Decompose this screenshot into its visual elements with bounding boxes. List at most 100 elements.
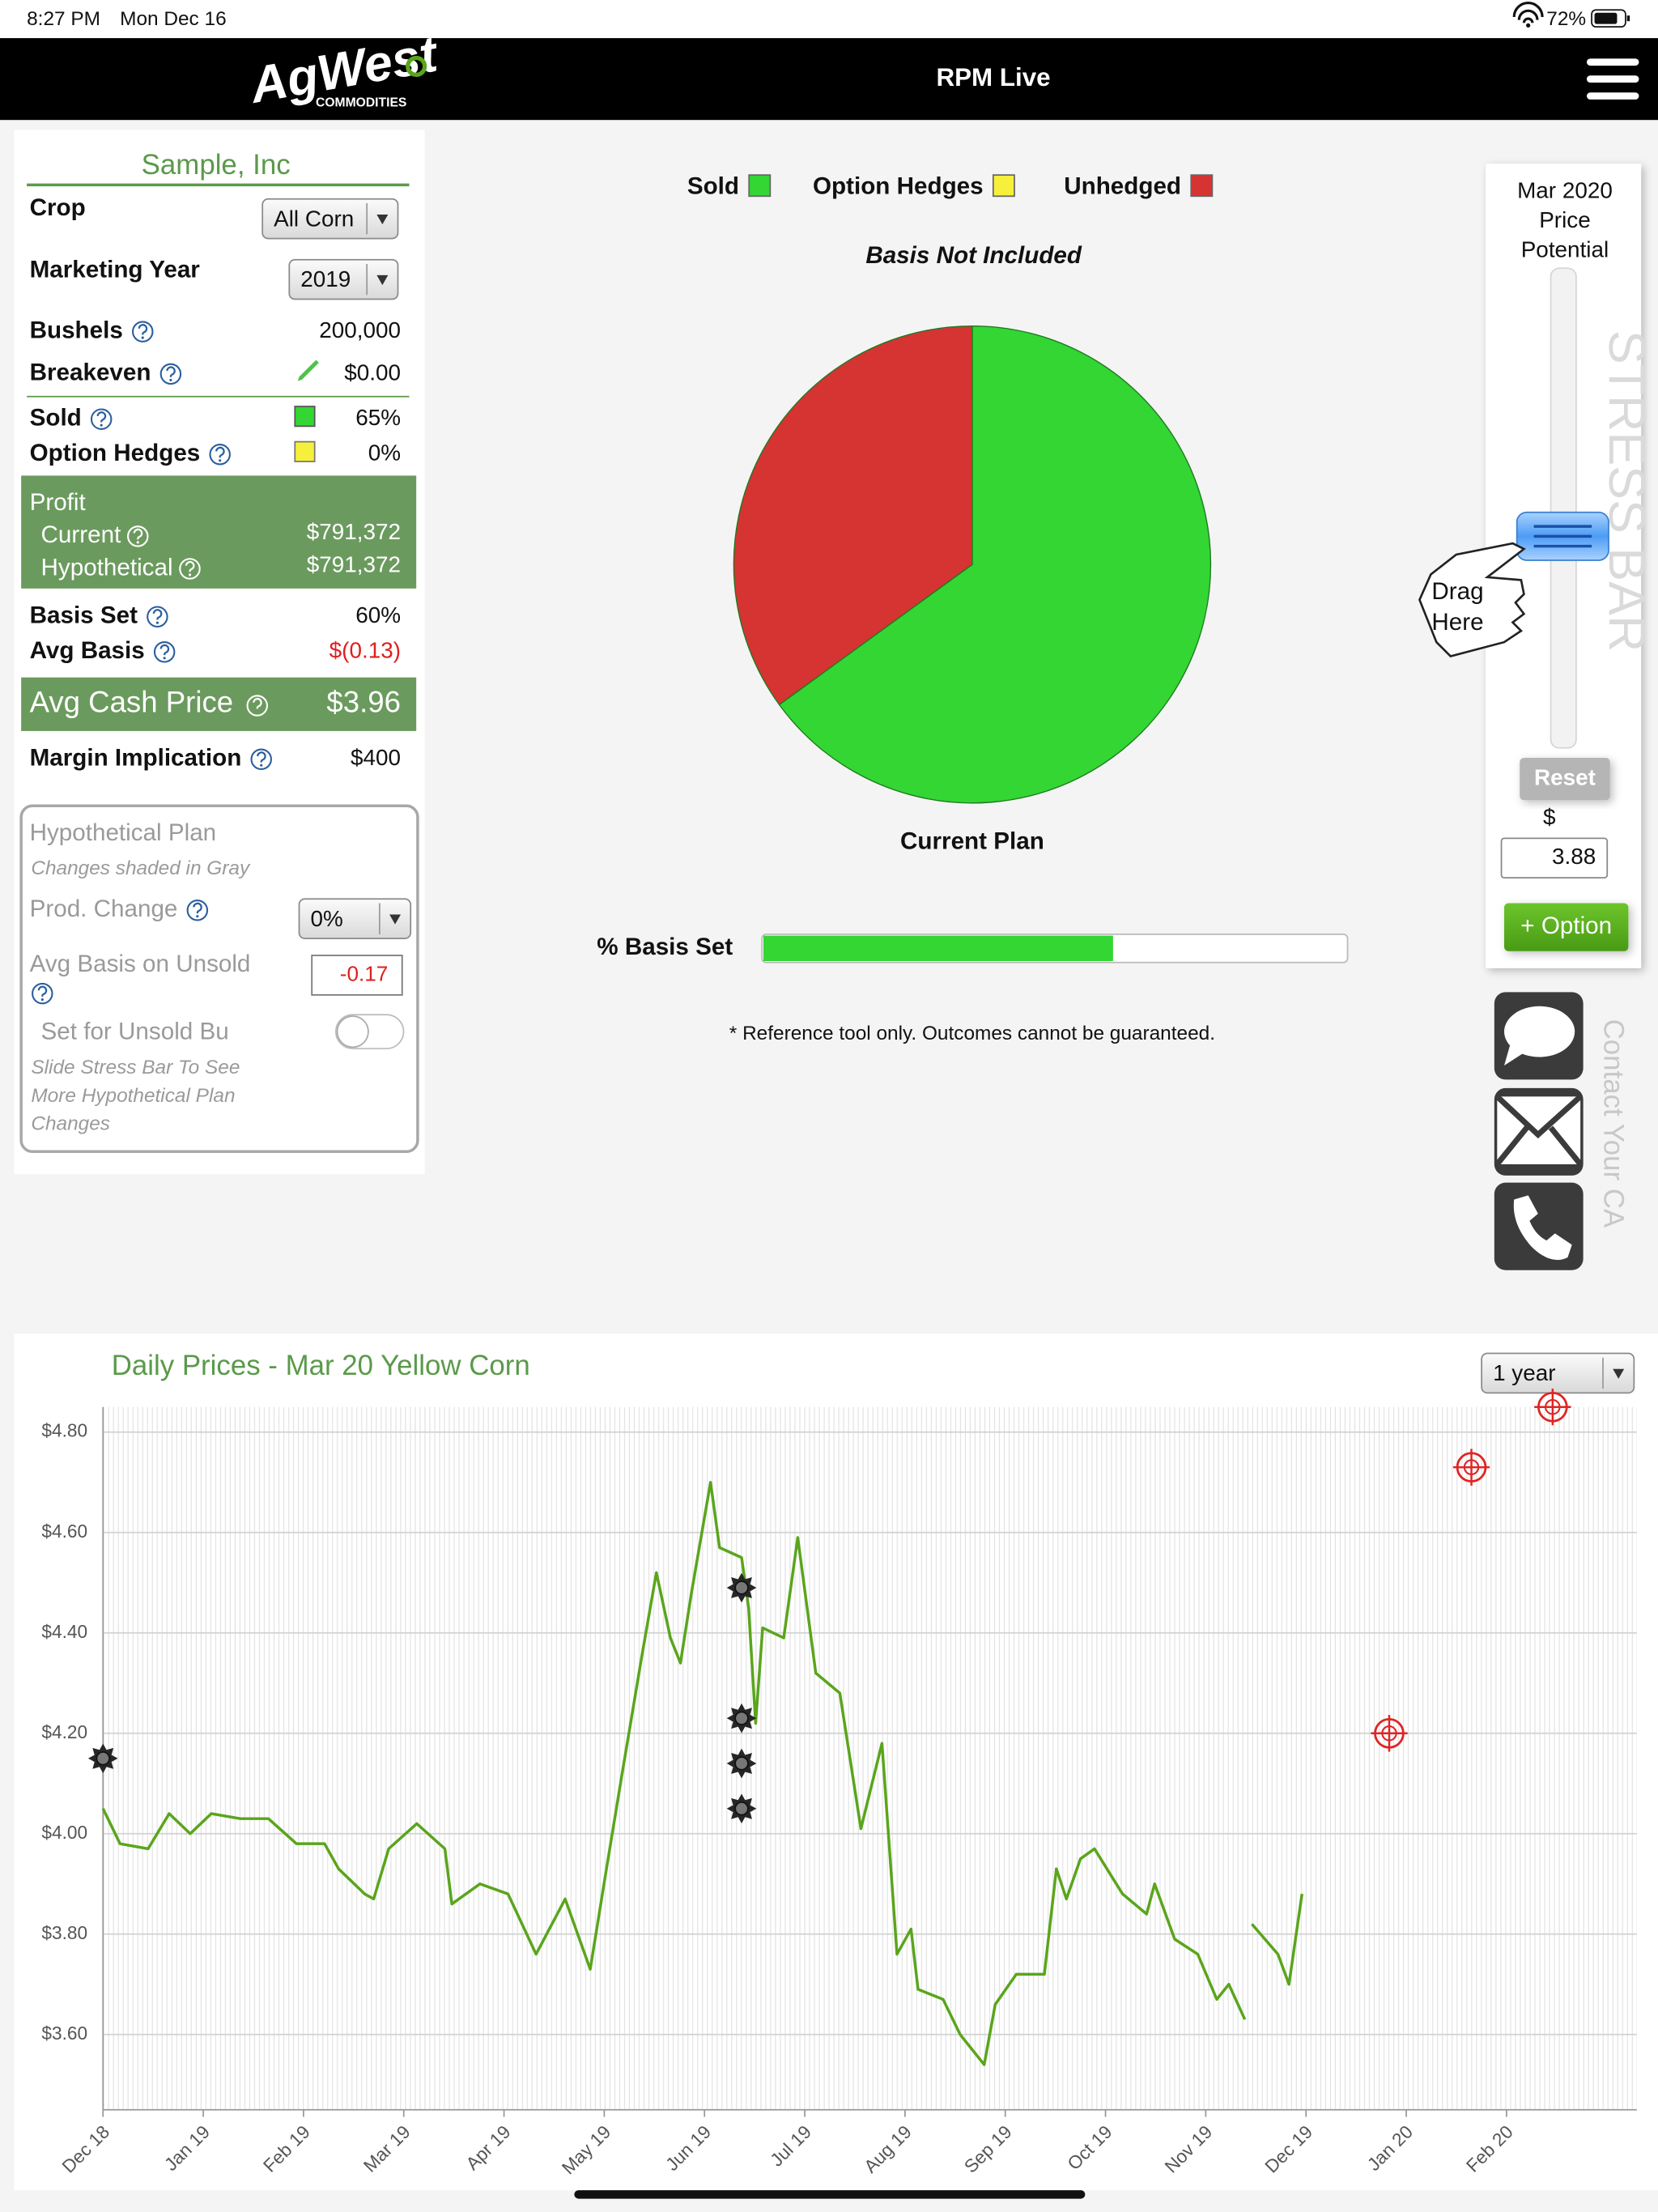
progress-fill xyxy=(763,935,1113,961)
help-glyph xyxy=(253,697,262,709)
stress-handle[interactable] xyxy=(1516,511,1609,561)
y-tick-label: $4.00 xyxy=(41,1822,87,1843)
logo-subtitle: COMMODITIES xyxy=(316,96,406,109)
help-icon[interactable] xyxy=(179,558,201,580)
help-glyph xyxy=(37,985,48,997)
legend-label: Option Hedges xyxy=(813,173,984,200)
range-select[interactable]: 1 year xyxy=(1481,1352,1635,1394)
help-icon[interactable] xyxy=(32,982,53,1005)
y-tick-label: $3.80 xyxy=(41,1922,87,1943)
help-icon[interactable] xyxy=(132,321,154,342)
button-label: Reset xyxy=(1534,765,1596,790)
hypothetical-title: Hypothetical Plan xyxy=(30,819,217,846)
help-ring xyxy=(250,748,272,770)
avg-cash-box xyxy=(21,677,417,731)
trade-marker xyxy=(87,1743,118,1774)
hypothetical-note: Slide Stress Bar To See xyxy=(31,1057,240,1078)
crop-select[interactable]: All Corn xyxy=(261,198,399,240)
help-dot xyxy=(163,657,166,660)
battery-body xyxy=(1591,9,1626,28)
help-dot xyxy=(100,423,103,427)
currency-symbol: $ xyxy=(1543,804,1556,829)
reset-button[interactable]: Reset xyxy=(1520,758,1610,801)
help-glyph xyxy=(257,751,266,763)
basis-set-value: 60% xyxy=(355,602,401,627)
add-option-button[interactable]: + Option xyxy=(1504,903,1629,951)
help-icon[interactable] xyxy=(186,900,209,921)
menu-button[interactable] xyxy=(1586,58,1639,100)
help-icon[interactable] xyxy=(246,695,269,717)
help-dot xyxy=(260,764,263,767)
help-glyph xyxy=(193,902,202,914)
margin-value: $400 xyxy=(351,745,401,770)
wifi-arc xyxy=(1517,9,1539,20)
email-button[interactable] xyxy=(1494,1087,1584,1176)
contact-tile xyxy=(1494,1182,1584,1270)
help-icon[interactable] xyxy=(90,408,113,430)
logo-swirl xyxy=(406,55,427,78)
hypothetical-note: More Hypothetical Plan xyxy=(31,1085,235,1107)
marker-core xyxy=(734,1802,749,1816)
help-dot xyxy=(155,621,159,624)
sold-value: 65% xyxy=(355,405,401,430)
help-dot xyxy=(40,998,44,1002)
chat-tail xyxy=(1504,1045,1524,1066)
help-ring xyxy=(179,558,201,580)
help-icon[interactable] xyxy=(250,748,272,770)
hypothetical-note: Changes xyxy=(31,1113,110,1135)
home-indicator xyxy=(574,2190,1086,2199)
legend-label: Unhedged xyxy=(1064,173,1181,200)
option-hedges-label: Option Hedges xyxy=(30,440,201,466)
help-glyph xyxy=(159,644,170,656)
breakeven-label: Breakeven xyxy=(30,359,151,386)
trade-marker xyxy=(726,1793,757,1824)
marketing-year-select[interactable]: 2019 xyxy=(288,258,399,300)
y-tick-label: $4.80 xyxy=(41,1420,87,1441)
y-tick-label: $3.60 xyxy=(41,2023,87,2044)
button-body xyxy=(1520,758,1610,801)
stress-title: Potential xyxy=(1521,237,1609,262)
price-input[interactable]: 3.88 xyxy=(1500,837,1609,879)
avg-basis-unsold-input[interactable]: -0.17 xyxy=(311,955,403,996)
company-name: Sample, Inc xyxy=(142,149,291,181)
edit-pencil[interactable] xyxy=(297,359,319,381)
wifi-arc xyxy=(1522,17,1534,23)
phone-button[interactable] xyxy=(1494,1182,1584,1270)
profit-hypothetical-value: $791,372 xyxy=(307,551,401,576)
button-body xyxy=(1504,903,1629,951)
set-unsold-toggle[interactable] xyxy=(334,1014,405,1049)
app-header xyxy=(0,38,1658,121)
dropdown-value: 0% xyxy=(310,906,342,931)
legend-swatch xyxy=(1190,174,1214,198)
dropdown-value: 1 year xyxy=(1493,1360,1555,1385)
help-icon[interactable] xyxy=(147,606,168,627)
battery-tip xyxy=(1626,15,1630,22)
help-icon[interactable] xyxy=(159,363,182,385)
prod-change-select[interactable]: 0% xyxy=(298,898,412,939)
crop-label: Crop xyxy=(30,194,86,221)
prod-change-label: Prod. Change xyxy=(30,895,178,922)
help-icon[interactable] xyxy=(153,641,176,663)
input-value: 3.88 xyxy=(1552,844,1596,869)
help-ring xyxy=(32,982,53,1005)
wifi-dot xyxy=(1526,23,1531,28)
y-tick-label: $4.40 xyxy=(41,1621,87,1642)
avg-basis-value: $(0.13) xyxy=(329,638,401,663)
help-glyph xyxy=(166,366,176,377)
help-glyph xyxy=(185,560,195,572)
stress-track xyxy=(1550,267,1577,749)
pie-title: Basis Not Included xyxy=(865,242,1082,269)
dropdown-arrow xyxy=(389,914,402,925)
target-marker xyxy=(1371,1715,1408,1752)
target-cross xyxy=(1452,1448,1490,1486)
profit-hypothetical-label: Hypothetical xyxy=(41,554,173,581)
sold-label: Sold xyxy=(30,405,82,432)
help-glyph xyxy=(152,609,163,620)
help-icon[interactable] xyxy=(127,525,149,547)
pie-caption: Current Plan xyxy=(900,827,1044,854)
chat-button[interactable] xyxy=(1494,992,1584,1080)
profit-current-value: $791,372 xyxy=(307,519,401,544)
help-icon[interactable] xyxy=(209,444,231,466)
chat-bubble xyxy=(1504,1006,1575,1057)
